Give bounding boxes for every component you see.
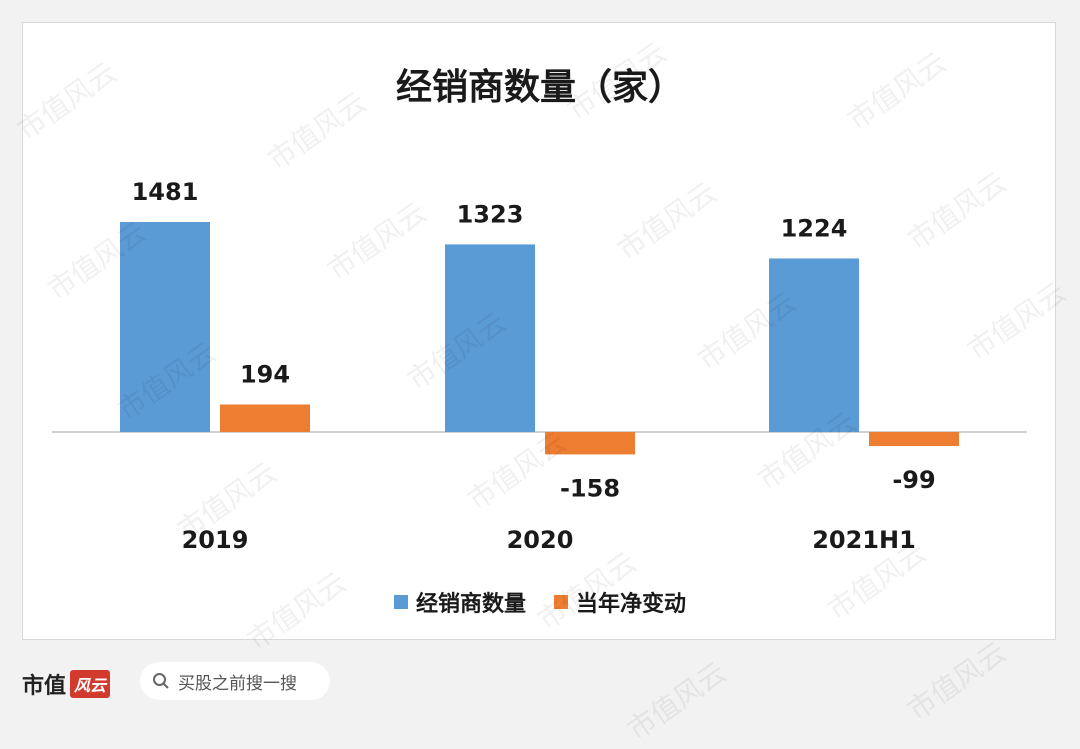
brand-logo[interactable]: 市值 风云 — [22, 668, 111, 700]
bar-dealers-2020 — [445, 244, 535, 432]
legend: 经销商数量 当年净变动 — [0, 586, 1080, 618]
bar-net-change-2019 — [220, 404, 310, 432]
search-input[interactable]: 买股之前搜一搜 — [140, 662, 330, 700]
search-placeholder: 买股之前搜一搜 — [178, 673, 297, 694]
bar-chart: 1481 194 1323 -158 1224 -99 2019 2020 2021H1 — [52, 178, 1027, 554]
legend-item-series-2: 当年净变动 — [554, 586, 686, 618]
bar-dealers-2021H1 — [769, 258, 859, 432]
category-tick-label: 2020 — [507, 526, 574, 554]
data-label: 1224 — [781, 214, 848, 242]
legend-label: 当年净变动 — [576, 592, 687, 617]
legend-swatch-blue — [393, 595, 408, 609]
legend-swatch-orange — [554, 595, 568, 609]
search-icon — [153, 673, 169, 689]
category-tick-label: 2021H1 — [812, 526, 916, 554]
data-label: 194 — [240, 360, 290, 388]
brand-text: 市值 — [22, 674, 67, 699]
data-label: 1481 — [132, 178, 199, 206]
legend-item-series-1: 经销商数量 — [393, 586, 526, 618]
brand-mark: 风云 — [70, 670, 111, 698]
data-label: -99 — [892, 466, 935, 494]
bar-dealers-2019 — [120, 222, 210, 432]
bar-net-change-2020 — [545, 432, 635, 455]
legend-label: 经销商数量 — [415, 592, 526, 617]
bar-net-change-2021H1 — [869, 432, 959, 447]
data-label: -158 — [560, 474, 620, 502]
data-label: 1323 — [457, 200, 524, 228]
category-tick-label: 2019 — [182, 526, 249, 554]
chart-title: 经销商数量（家） — [395, 67, 684, 108]
footer-bar: 市值 风云 买股之前搜一搜 — [0, 640, 1080, 718]
